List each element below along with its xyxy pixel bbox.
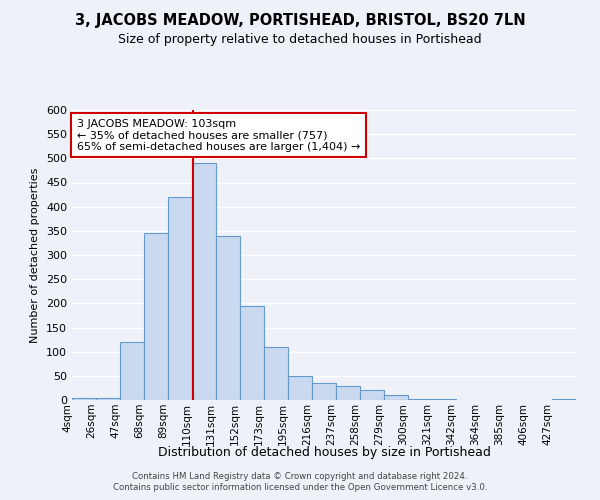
Bar xyxy=(432,399,456,400)
Bar xyxy=(96,398,120,400)
Text: 3 JACOBS MEADOW: 103sqm
← 35% of detached houses are smaller (757)
65% of semi-d: 3 JACOBS MEADOW: 103sqm ← 35% of detache… xyxy=(77,118,361,152)
Bar xyxy=(288,376,312,400)
Bar xyxy=(120,342,144,400)
Bar xyxy=(72,398,96,400)
Bar xyxy=(264,347,288,400)
Bar xyxy=(384,395,408,400)
Bar xyxy=(216,236,240,400)
Text: Distribution of detached houses by size in Portishead: Distribution of detached houses by size … xyxy=(158,446,490,459)
Y-axis label: Number of detached properties: Number of detached properties xyxy=(31,168,40,342)
Bar xyxy=(312,383,336,400)
Bar xyxy=(168,197,192,400)
Bar xyxy=(552,399,576,400)
Text: Contains HM Land Registry data © Crown copyright and database right 2024.: Contains HM Land Registry data © Crown c… xyxy=(132,472,468,481)
Text: 3, JACOBS MEADOW, PORTISHEAD, BRISTOL, BS20 7LN: 3, JACOBS MEADOW, PORTISHEAD, BRISTOL, B… xyxy=(74,12,526,28)
Bar xyxy=(144,233,168,400)
Bar xyxy=(240,306,264,400)
Text: Contains public sector information licensed under the Open Government Licence v3: Contains public sector information licen… xyxy=(113,484,487,492)
Bar xyxy=(336,386,360,400)
Bar xyxy=(360,390,384,400)
Bar xyxy=(408,398,432,400)
Text: Size of property relative to detached houses in Portishead: Size of property relative to detached ho… xyxy=(118,32,482,46)
Bar xyxy=(192,163,216,400)
